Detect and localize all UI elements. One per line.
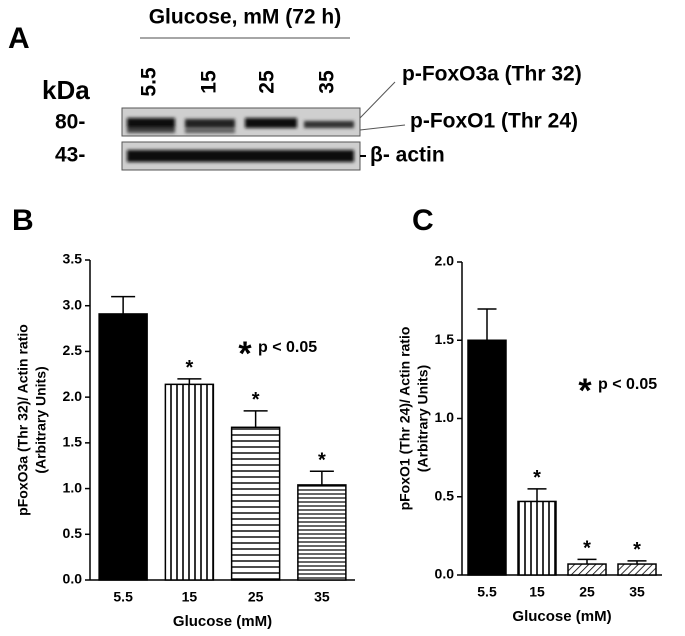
y-tick-label: 2.5	[63, 342, 83, 358]
y-tick-label: 3.5	[63, 251, 83, 267]
leader-line	[359, 124, 406, 131]
panel-letter: A	[8, 22, 30, 55]
band	[245, 118, 297, 128]
lane-label: 35	[316, 70, 339, 94]
x-axis-label: Glucose (mM)	[512, 608, 611, 625]
panel-letter: C	[412, 204, 434, 237]
bar	[297, 484, 347, 581]
marker-label: 43-	[55, 144, 85, 167]
significance: *	[252, 389, 260, 411]
annotation-marker: *	[578, 372, 592, 410]
lane-label: 25	[256, 70, 279, 94]
bar	[517, 500, 557, 576]
x-tick-label: 15	[529, 584, 545, 600]
bar	[164, 383, 215, 581]
x-tick-label: 25	[579, 584, 595, 600]
bar	[230, 426, 281, 581]
y-axis-label: pFoxO3a (Thr 32)/ Actin ratio	[15, 324, 31, 516]
significance: *	[318, 449, 326, 471]
bar	[567, 563, 607, 576]
x-tick-label: 35	[314, 589, 330, 605]
y-tick-label: 0.5	[63, 525, 83, 541]
annotation: p < 0.05	[598, 376, 657, 393]
band-label: p-FoxO1 (Thr 24)	[410, 110, 578, 133]
x-tick-label: 25	[248, 589, 264, 605]
annotation: p < 0.05	[258, 339, 317, 356]
y-tick-label: 3.0	[63, 296, 83, 312]
bar	[617, 563, 657, 576]
kda-label: kDa	[42, 75, 90, 105]
significance: *	[185, 357, 193, 379]
leader-line	[359, 81, 396, 119]
band-label: β- actin	[370, 144, 445, 167]
y-axis-label: pFoxO1 (Thr 24)/ Actin ratio	[397, 327, 413, 511]
significance: *	[533, 467, 541, 489]
y-tick-label: 0.5	[435, 487, 455, 503]
lane-label: 15	[198, 70, 221, 94]
marker-label: 80-	[55, 111, 85, 134]
x-tick-label: 5.5	[477, 584, 497, 600]
band	[127, 150, 354, 162]
x-tick-label: 15	[182, 589, 198, 605]
y-tick-label: 1.5	[63, 434, 83, 450]
y-tick-label: 2.0	[435, 253, 455, 269]
annotation-marker: *	[238, 335, 252, 373]
significance: *	[583, 538, 591, 560]
x-tick-label: 35	[629, 584, 645, 600]
y-tick-label: 0.0	[63, 571, 83, 587]
y-tick-label: 1.0	[435, 409, 455, 425]
x-tick-label: 5.5	[113, 589, 133, 605]
band-label: p-FoxO3a (Thr 32)	[402, 63, 582, 86]
y-axis-label: (Arbitrary Units)	[33, 366, 49, 473]
y-axis-label: (Arbitrary Units)	[415, 365, 431, 472]
y-tick-label: 2.0	[63, 388, 83, 404]
bands	[127, 118, 354, 162]
band	[127, 128, 175, 133]
x-axis-label: Glucose (mM)	[173, 613, 272, 630]
blot-title: Glucose, mM (72 h)	[149, 6, 342, 29]
band	[185, 129, 235, 133]
y-tick-label: 0.0	[435, 566, 455, 582]
y-tick-label: 1.5	[435, 331, 455, 347]
y-tick-label: 1.0	[63, 479, 83, 495]
bar	[98, 313, 148, 581]
band	[127, 118, 175, 128]
lane-label: 5.5	[138, 67, 161, 97]
bar	[467, 339, 507, 576]
band	[185, 119, 235, 128]
panel-letter: B	[12, 204, 34, 237]
significance: *	[633, 539, 641, 561]
band	[304, 121, 354, 128]
